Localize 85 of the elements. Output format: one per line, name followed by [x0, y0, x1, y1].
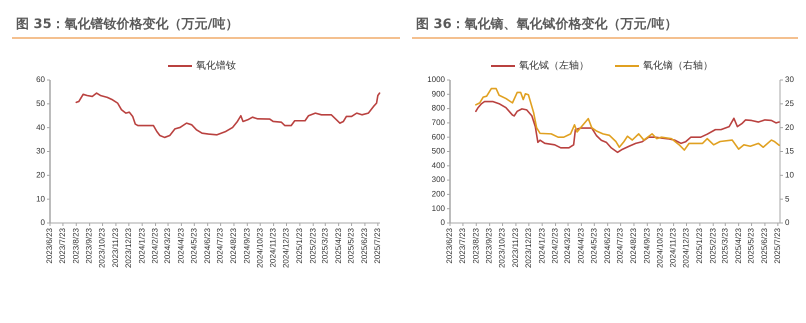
line-series: [475, 100, 780, 154]
x-tick-label: 2024/7/23: [216, 227, 225, 264]
x-tick-label: 2023/10/23: [498, 227, 507, 268]
x-tick-label: 2023/8/23: [71, 227, 80, 264]
x-tick-label: 2025/7/23: [772, 227, 782, 264]
x-tick-label: 2024/8/23: [229, 227, 238, 264]
y2-tick-label: 0: [785, 218, 790, 228]
x-tick-label: 2024/12/23: [282, 227, 291, 268]
y-tick-label: 10: [36, 194, 46, 204]
x-tick-label: 2023/6/23: [45, 227, 54, 264]
x-tick-label: 2025/3/23: [320, 227, 330, 264]
x-tick-label: 2024/11/23: [668, 227, 678, 268]
x-tick-label: 2025/7/23: [372, 227, 382, 264]
x-tick-label: 2024/1/23: [537, 227, 546, 264]
x-tick-label: 2024/12/23: [682, 227, 691, 268]
y2-tick-label: 10: [785, 170, 794, 180]
y2-tick-label: 15: [785, 146, 794, 156]
x-tick-label: 2024/4/23: [576, 227, 586, 264]
legend-label: 氧化镝（右轴）: [643, 60, 713, 72]
x-tick-label: 2025/5/23: [746, 227, 756, 264]
x-tick-label: 2024/11/23: [268, 227, 278, 268]
x-tick-label: 2024/3/23: [163, 227, 172, 264]
x-tick-label: 2023/7/23: [58, 227, 68, 264]
y-tick-label: 0: [440, 218, 446, 228]
y-tick-label: 200: [432, 190, 446, 199]
line-series: [475, 88, 780, 151]
x-tick-label: 2024/6/23: [202, 227, 212, 264]
y-tick-label: 600: [432, 132, 446, 142]
x-tick-label: 2024/10/23: [655, 227, 664, 268]
x-tick-label: 2023/9/23: [484, 227, 494, 264]
y-tick-label: 500: [432, 146, 446, 156]
y-tick-label: 60: [36, 75, 46, 84]
x-tick-label: 2024/6/23: [602, 227, 612, 264]
x-tick-label: 2024/2/23: [550, 227, 560, 264]
y-tick-label: 50: [36, 98, 46, 108]
x-tick-label: 2023/11/23: [511, 227, 520, 268]
chart-title: 图 35：氧化镨钕价格变化（万元/吨）: [16, 16, 238, 32]
legend-label: 氧化铽（左轴）: [519, 60, 589, 72]
x-tick-label: 2024/3/23: [563, 227, 572, 264]
chart-title: 图 36：氧化镝、氧化铽价格变化（万元/吨）: [416, 16, 678, 32]
y-tick-label: 900: [432, 89, 446, 98]
y-tick-label: 0: [40, 218, 46, 228]
x-tick-label: 2025/1/23: [294, 227, 304, 264]
x-tick-label: 2025/1/23: [694, 227, 704, 264]
x-tick-label: 2024/8/23: [629, 227, 638, 264]
x-tick-label: 2025/2/23: [708, 227, 718, 264]
y-tick-label: 20: [36, 170, 46, 180]
y2-tick-label: 30: [785, 75, 794, 84]
x-tick-label: 2024/2/23: [150, 227, 160, 264]
legend-label: 氧化镨钕: [196, 60, 236, 72]
x-tick-label: 2023/6/23: [445, 227, 454, 264]
x-tick-label: 2024/7/23: [616, 227, 625, 264]
x-tick-label: 2025/3/23: [720, 227, 730, 264]
x-tick-label: 2023/9/23: [84, 227, 94, 264]
x-tick-label: 2023/12/23: [524, 227, 533, 268]
x-tick-label: 2025/4/23: [734, 227, 743, 264]
x-tick-label: 2023/12/23: [124, 227, 133, 268]
x-tick-label: 2025/6/23: [360, 227, 370, 264]
x-tick-label: 2023/11/23: [111, 227, 120, 268]
x-tick-label: 2024/9/23: [242, 227, 252, 264]
y2-tick-label: 5: [785, 194, 790, 204]
x-tick-label: 2025/6/23: [760, 227, 770, 264]
x-tick-label: 2024/1/23: [137, 227, 146, 264]
x-tick-label: 2025/2/23: [308, 227, 318, 264]
y-tick-label: 800: [432, 104, 446, 113]
line-series: [75, 92, 380, 138]
y-tick-label: 300: [432, 175, 446, 184]
y2-tick-label: 20: [785, 122, 794, 132]
x-tick-label: 2025/4/23: [334, 227, 343, 264]
y-tick-label: 1000: [427, 75, 446, 84]
x-tick-label: 2025/5/23: [346, 227, 356, 264]
y-tick-label: 700: [432, 118, 446, 128]
y-tick-label: 100: [432, 204, 446, 213]
x-tick-label: 2024/5/23: [589, 227, 598, 264]
x-tick-label: 2024/4/23: [176, 227, 186, 264]
x-tick-label: 2024/5/23: [189, 227, 198, 264]
y-tick-label: 30: [36, 146, 46, 156]
x-tick-label: 2023/7/23: [458, 227, 468, 264]
y2-tick-label: 25: [785, 98, 794, 108]
x-tick-label: 2024/10/23: [255, 227, 264, 268]
x-tick-label: 2024/9/23: [642, 227, 652, 264]
y-tick-label: 400: [432, 160, 446, 170]
x-tick-label: 2023/8/23: [471, 227, 480, 264]
x-tick-label: 2023/10/23: [98, 227, 107, 268]
y-tick-label: 40: [36, 122, 46, 132]
